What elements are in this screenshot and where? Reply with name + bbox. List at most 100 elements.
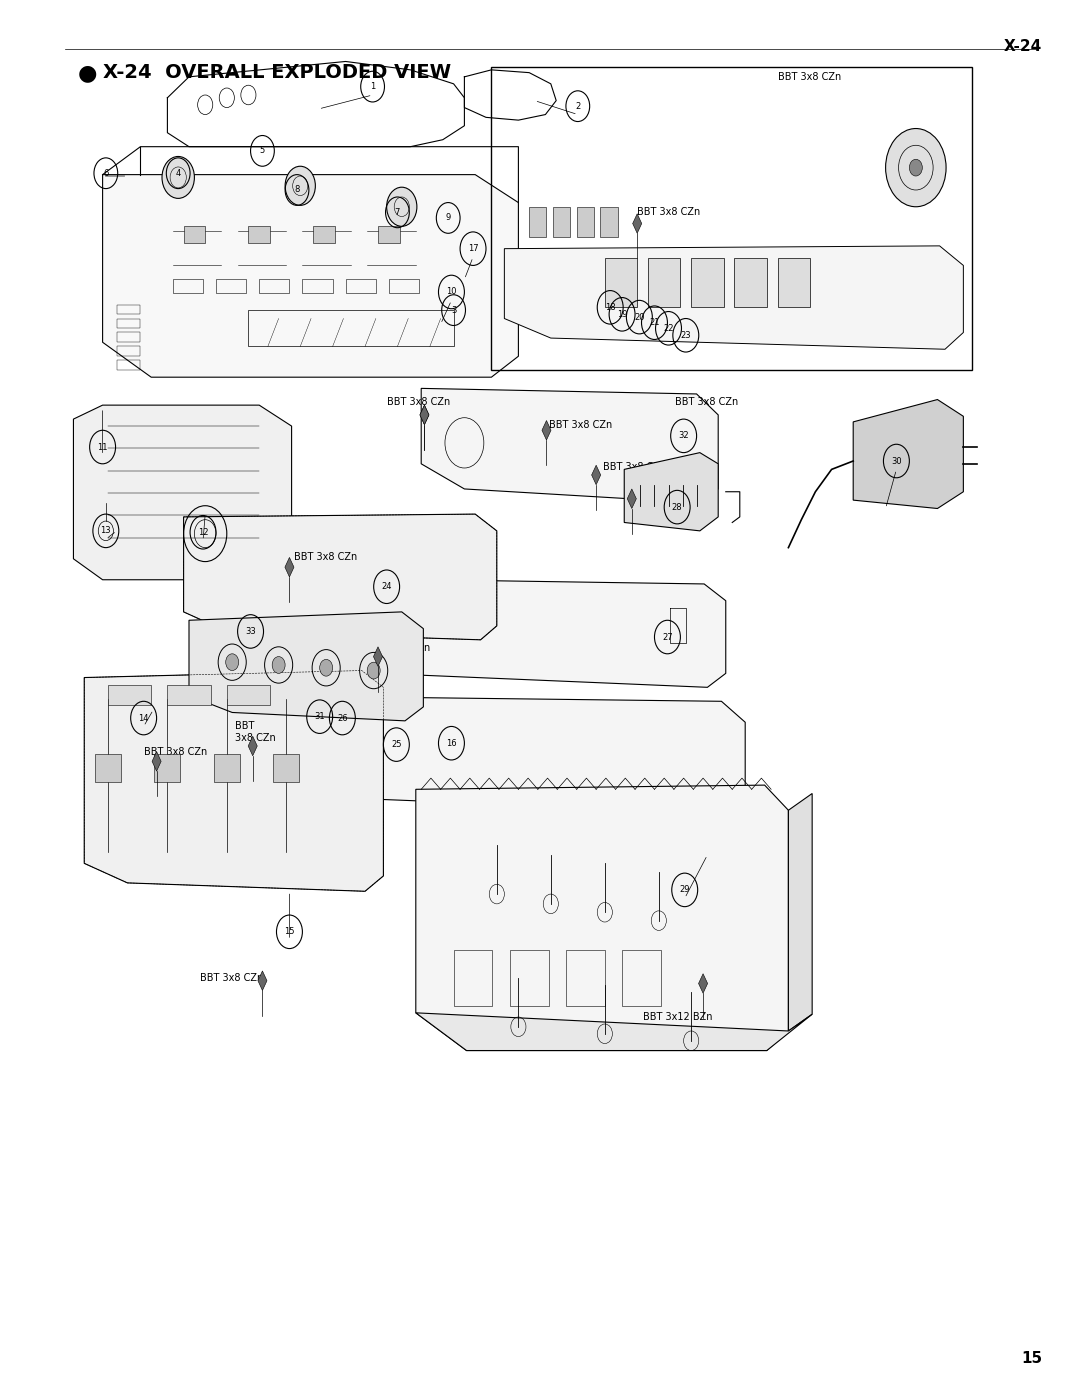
Polygon shape	[103, 175, 518, 377]
Text: BBT 3x8 CZn: BBT 3x8 CZn	[549, 419, 612, 430]
Polygon shape	[734, 258, 767, 307]
Polygon shape	[416, 785, 788, 1051]
Polygon shape	[313, 226, 335, 243]
Polygon shape	[73, 405, 292, 580]
Text: 23: 23	[680, 331, 691, 339]
Polygon shape	[335, 578, 726, 687]
Text: ●: ●	[78, 63, 97, 82]
Polygon shape	[154, 754, 180, 782]
Text: BBT 3x8 CZn: BBT 3x8 CZn	[367, 643, 431, 654]
Polygon shape	[152, 752, 161, 771]
Polygon shape	[605, 258, 637, 307]
Text: 9: 9	[446, 214, 450, 222]
Polygon shape	[416, 1013, 812, 1051]
Polygon shape	[577, 207, 594, 237]
Text: 17: 17	[468, 244, 478, 253]
Text: BBT 3x8 CZn: BBT 3x8 CZn	[603, 461, 666, 472]
Polygon shape	[504, 246, 963, 349]
Circle shape	[285, 166, 315, 205]
Polygon shape	[853, 400, 963, 509]
Polygon shape	[627, 489, 636, 509]
Text: BBT 3x8 CZn: BBT 3x8 CZn	[778, 71, 841, 82]
Text: 8: 8	[295, 186, 299, 194]
Text: 15: 15	[1021, 1351, 1042, 1366]
Text: BBT 3x8 CZn: BBT 3x8 CZn	[200, 972, 264, 983]
Polygon shape	[788, 793, 812, 1031]
Circle shape	[367, 662, 380, 679]
Text: 31: 31	[314, 712, 325, 721]
Text: 12: 12	[198, 528, 208, 536]
Text: 29: 29	[679, 886, 690, 894]
Text: 2: 2	[576, 102, 580, 110]
Text: BBT 3x8 CZn: BBT 3x8 CZn	[387, 397, 450, 408]
Text: 26: 26	[337, 714, 348, 722]
Text: BBT
3x8 CZn: BBT 3x8 CZn	[235, 721, 276, 743]
Circle shape	[909, 159, 922, 176]
Circle shape	[387, 187, 417, 226]
Text: 14: 14	[138, 714, 149, 722]
Text: 25: 25	[391, 740, 402, 749]
Polygon shape	[184, 514, 497, 640]
Circle shape	[226, 654, 239, 671]
Polygon shape	[553, 207, 570, 237]
Polygon shape	[108, 685, 151, 705]
Polygon shape	[624, 453, 718, 531]
Text: 27: 27	[662, 633, 673, 641]
Polygon shape	[778, 258, 810, 307]
Text: BBT 3x8 CZn: BBT 3x8 CZn	[675, 397, 739, 408]
Polygon shape	[529, 207, 546, 237]
Text: 20: 20	[634, 313, 645, 321]
Polygon shape	[699, 974, 707, 993]
Polygon shape	[273, 754, 299, 782]
Polygon shape	[600, 207, 618, 237]
Text: 21: 21	[649, 319, 660, 327]
Polygon shape	[258, 971, 267, 990]
Polygon shape	[648, 258, 680, 307]
Polygon shape	[374, 647, 382, 666]
Text: 16: 16	[446, 739, 457, 747]
Text: 15: 15	[284, 928, 295, 936]
Text: BBT 3x8 CZn: BBT 3x8 CZn	[144, 746, 207, 757]
Text: X-24  OVERALL EXPLODED VIEW: X-24 OVERALL EXPLODED VIEW	[103, 63, 450, 82]
Circle shape	[320, 659, 333, 676]
Text: 28: 28	[672, 503, 683, 511]
Text: BBT 3x8 CZn: BBT 3x8 CZn	[637, 207, 701, 218]
Text: BBT 3x8 CZn: BBT 3x8 CZn	[294, 552, 357, 563]
Text: 13: 13	[100, 527, 111, 535]
Text: 11: 11	[97, 443, 108, 451]
Text: 24: 24	[381, 583, 392, 591]
Text: 32: 32	[678, 432, 689, 440]
Text: 22: 22	[663, 324, 674, 332]
Text: 18: 18	[605, 303, 616, 312]
Polygon shape	[420, 405, 429, 425]
Polygon shape	[542, 420, 551, 440]
Polygon shape	[248, 226, 270, 243]
Circle shape	[886, 129, 946, 207]
Polygon shape	[189, 612, 423, 721]
Polygon shape	[259, 696, 745, 813]
Text: 4: 4	[176, 169, 180, 177]
Polygon shape	[95, 754, 121, 782]
Polygon shape	[248, 736, 257, 756]
Polygon shape	[214, 754, 240, 782]
Polygon shape	[378, 226, 400, 243]
Polygon shape	[421, 388, 718, 503]
Polygon shape	[592, 465, 600, 485]
Text: 1: 1	[370, 82, 375, 91]
Text: X-24: X-24	[1004, 39, 1042, 54]
Text: 3: 3	[451, 306, 456, 314]
Text: 33: 33	[245, 627, 256, 636]
Text: 10: 10	[446, 288, 457, 296]
Polygon shape	[184, 226, 205, 243]
Circle shape	[162, 156, 194, 198]
Text: BBT 3x12 BZn: BBT 3x12 BZn	[643, 1011, 712, 1023]
Text: 5: 5	[260, 147, 265, 155]
Polygon shape	[227, 685, 270, 705]
Text: 19: 19	[617, 310, 627, 319]
Polygon shape	[691, 258, 724, 307]
Text: 7: 7	[395, 208, 400, 217]
Text: 30: 30	[891, 457, 902, 465]
Polygon shape	[633, 214, 642, 233]
Circle shape	[272, 657, 285, 673]
Text: 6: 6	[104, 169, 108, 177]
